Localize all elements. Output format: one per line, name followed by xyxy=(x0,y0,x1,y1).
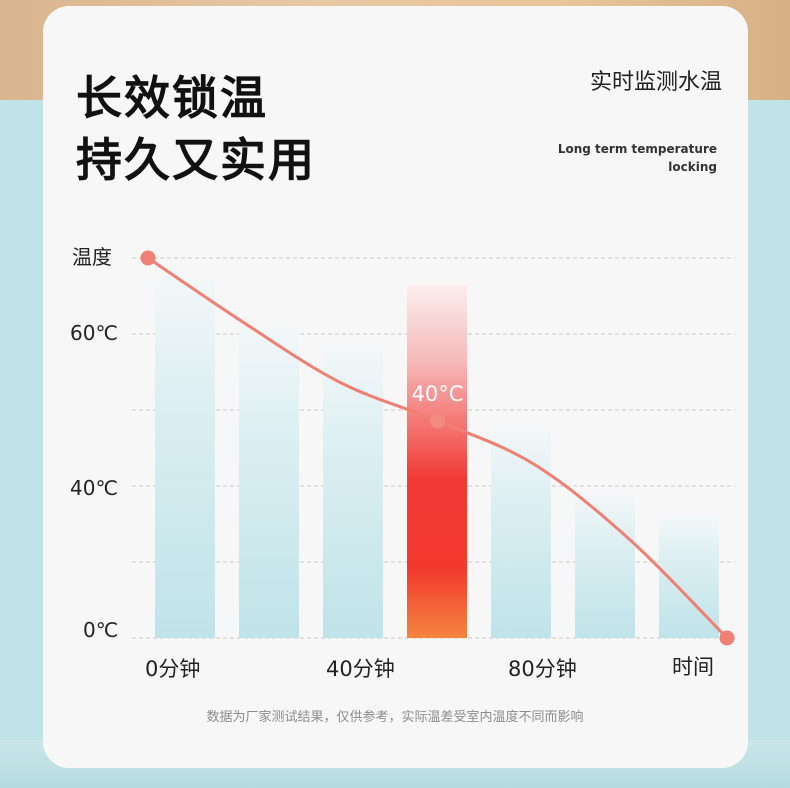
data-point xyxy=(719,630,735,646)
x-axis-title: 时间 xyxy=(672,655,714,679)
y-tick-label: 40℃ xyxy=(70,476,118,500)
y-axis-title: 温度 xyxy=(72,245,112,269)
x-tick-label: 80分钟 xyxy=(508,657,577,681)
highlighted-bar xyxy=(407,284,467,638)
y-tick-label: 60℃ xyxy=(70,321,118,345)
bar xyxy=(155,277,215,638)
x-tick-label: 0分钟 xyxy=(145,657,201,681)
headline-line-1: 长效锁温 xyxy=(76,71,268,125)
bar xyxy=(575,493,635,638)
data-point xyxy=(140,250,156,266)
headline-line-2: 持久又实用 xyxy=(76,133,316,187)
disclaimer-note: 数据为厂家测试结果，仅供参考，实际温差受室内温度不同而影响 xyxy=(206,710,584,725)
bar xyxy=(239,326,299,638)
bar xyxy=(491,429,551,638)
bar xyxy=(323,345,383,638)
y-tick-label: 0℃ xyxy=(83,618,119,642)
tagline-english: Long term temperature locking xyxy=(557,142,717,174)
tagline-chinese: 实时监测水温 xyxy=(589,70,722,95)
annotation-label: 40°C xyxy=(412,382,464,406)
x-tick-label: 40分钟 xyxy=(326,657,395,681)
annotated-data-point xyxy=(430,413,445,429)
